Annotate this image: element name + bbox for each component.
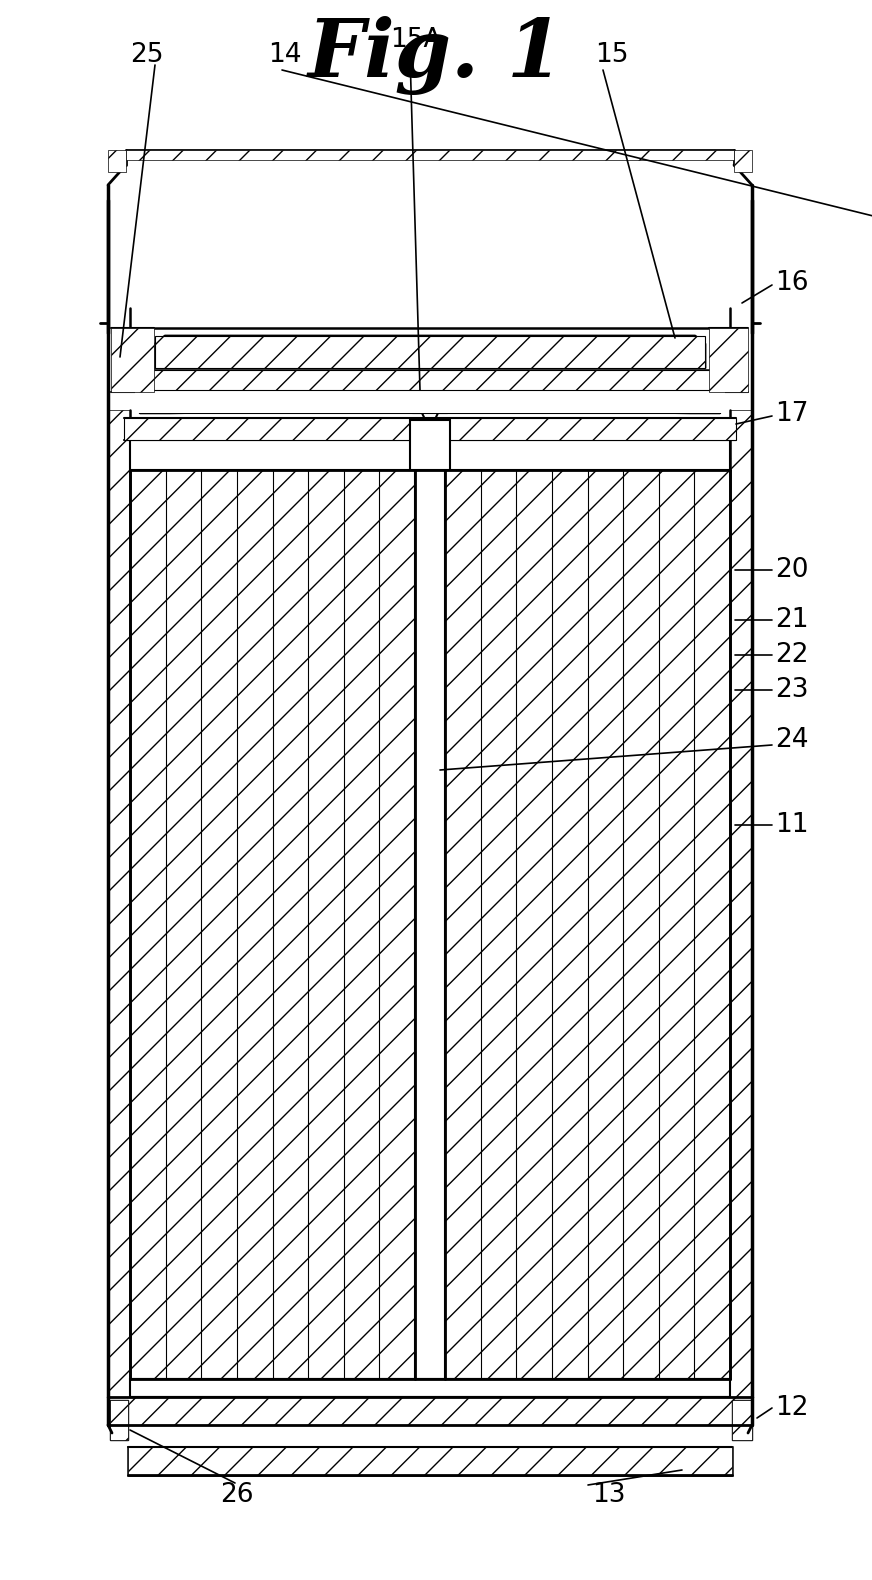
Bar <box>734 150 752 172</box>
Bar <box>732 1400 752 1439</box>
Text: 13: 13 <box>592 1482 625 1507</box>
Bar <box>110 1400 128 1439</box>
Text: 24: 24 <box>775 727 808 754</box>
Bar <box>110 1400 128 1439</box>
Text: 26: 26 <box>220 1482 254 1507</box>
Bar <box>128 1447 732 1476</box>
Bar <box>128 1447 732 1476</box>
Bar <box>130 469 415 1379</box>
Text: 16: 16 <box>775 270 808 295</box>
Bar <box>111 329 154 392</box>
Bar <box>108 1397 752 1425</box>
Text: 21: 21 <box>775 607 808 634</box>
Text: 12: 12 <box>775 1395 808 1420</box>
Bar <box>122 370 738 390</box>
Bar <box>730 409 752 1397</box>
Bar <box>445 469 730 1379</box>
Bar <box>130 439 730 469</box>
Text: 22: 22 <box>775 641 808 668</box>
Bar <box>415 469 445 1379</box>
Bar <box>709 329 748 392</box>
Text: 15A: 15A <box>390 27 441 54</box>
Bar <box>732 1400 752 1439</box>
Text: 14: 14 <box>268 43 302 68</box>
Bar <box>130 1379 730 1397</box>
Bar <box>410 420 450 469</box>
Bar <box>108 150 126 172</box>
Bar <box>155 337 705 368</box>
Bar <box>124 419 736 439</box>
Text: 15: 15 <box>595 43 629 68</box>
Bar <box>108 409 130 1397</box>
Text: 17: 17 <box>775 401 808 427</box>
Text: 11: 11 <box>775 812 808 837</box>
Text: 25: 25 <box>130 43 164 68</box>
Bar <box>126 150 734 160</box>
Text: Fig. 1: Fig. 1 <box>308 16 564 95</box>
Bar <box>135 390 725 412</box>
Text: 20: 20 <box>775 558 808 583</box>
Text: 23: 23 <box>775 676 808 703</box>
